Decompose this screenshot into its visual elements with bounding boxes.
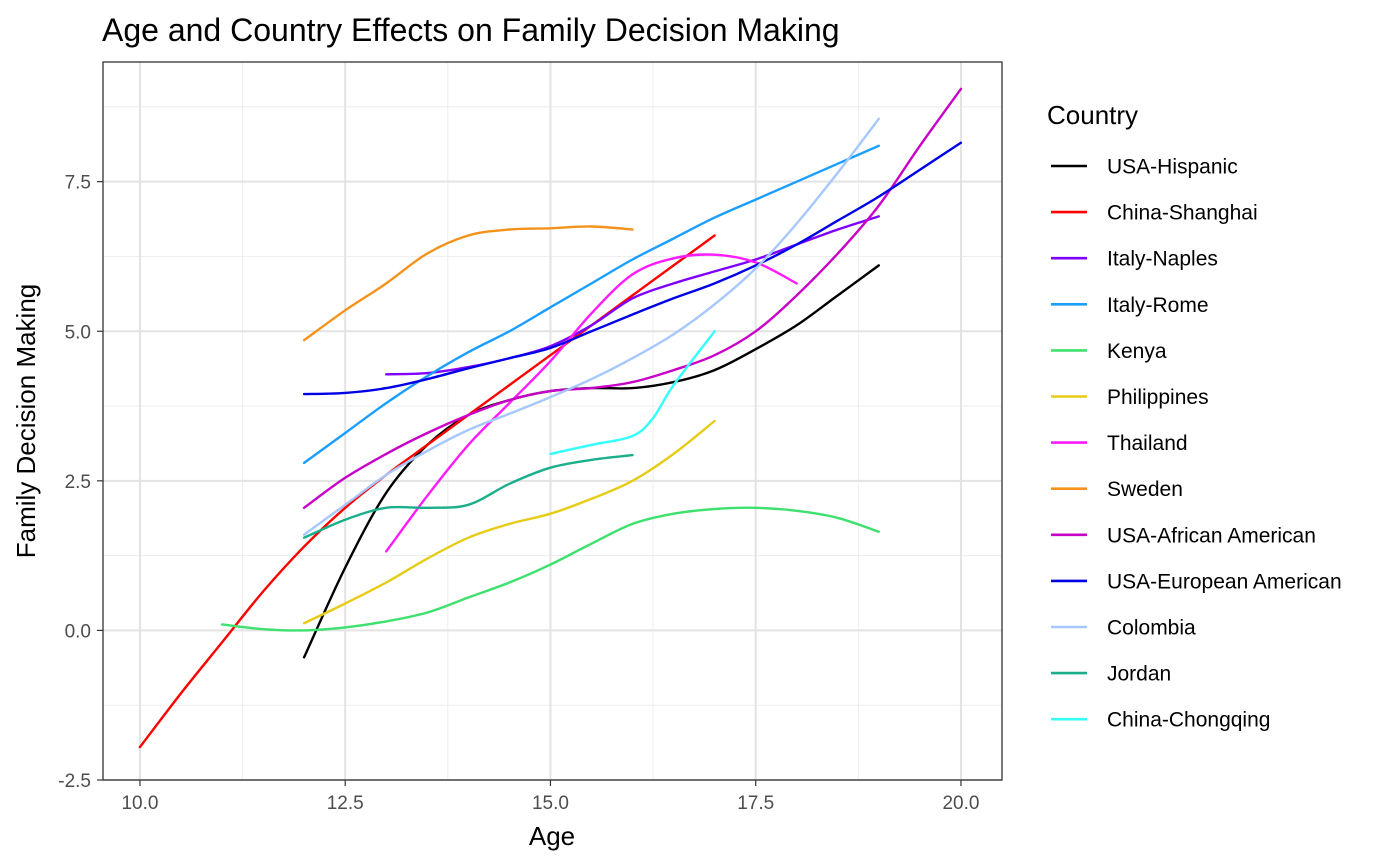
legend-item-philippines: Philippines (1051, 386, 1209, 409)
legend-label: USA-European American (1107, 570, 1342, 593)
x-tick-label: 17.5 (737, 793, 774, 814)
legend-item-colombia: Colombia (1051, 617, 1196, 640)
y-tick-label: 7.5 (65, 173, 91, 194)
legend-label: Kenya (1107, 340, 1167, 363)
legend-item-usa-african-american: USA-African American (1051, 524, 1316, 547)
legend-item-thailand: Thailand (1051, 432, 1188, 455)
legend-label: USA-Hispanic (1107, 156, 1238, 179)
legend-label: Italy-Naples (1107, 248, 1218, 271)
legend-label: USA-African American (1107, 524, 1316, 547)
x-axis: 10.0 12.5 15.0 17.5 20.0 (121, 780, 979, 814)
legend-label: Philippines (1107, 386, 1209, 409)
x-tick-label: 20.0 (942, 793, 979, 814)
legend-item-jordan: Jordan (1051, 663, 1171, 686)
legend-item-sweden: Sweden (1051, 478, 1183, 501)
legend-label: Jordan (1107, 663, 1171, 686)
legend: Country USA-Hispanic China-Shanghai Italy-… (1047, 100, 1342, 732)
x-tick-label: 15.0 (532, 793, 569, 814)
y-tick-label: 5.0 (65, 322, 91, 343)
x-axis-title: Age (529, 821, 575, 851)
legend-label: Thailand (1107, 432, 1188, 455)
legend-label: Colombia (1107, 617, 1196, 640)
plot-border (102, 61, 1003, 781)
legend-item-china-shanghai: China-Shanghai (1051, 202, 1258, 225)
series-line-italy-rome (302, 144, 880, 465)
series-lines (138, 87, 963, 749)
series-line-jordan (302, 453, 634, 539)
legend-item-italy-naples: Italy-Naples (1051, 248, 1218, 271)
y-axis-title: Family Decision Making (11, 284, 41, 559)
y-tick-label: 2.5 (65, 472, 91, 493)
legend-item-usa-european-american: USA-European American (1051, 570, 1342, 593)
series-line-colombia (302, 117, 880, 536)
legend-label: Sweden (1107, 478, 1183, 501)
legend-item-italy-rome: Italy-Rome (1051, 294, 1209, 317)
legend-label: Italy-Rome (1107, 294, 1209, 317)
y-tick-label: 0.0 (65, 621, 91, 642)
chart-title: Age and Country Effects on Family Decisi… (102, 12, 840, 48)
y-axis: -2.5 0.0 2.5 5.0 7.5 (58, 173, 103, 792)
series-line-usa-african-american (302, 87, 963, 509)
legend-item-kenya: Kenya (1051, 340, 1167, 363)
series-line-thailand (385, 253, 798, 553)
grid-major (103, 62, 1002, 781)
x-tick-label: 10.0 (121, 793, 158, 814)
legend-item-usa-hispanic: USA-Hispanic (1051, 156, 1238, 179)
legend-label: China-Shanghai (1107, 202, 1258, 225)
series-line-china-chongqing (549, 330, 716, 456)
legend-item-china-chongqing: China-Chongqing (1051, 709, 1270, 732)
x-tick-label: 12.5 (327, 793, 364, 814)
series-line-sweden (302, 225, 634, 342)
plot-panel (103, 62, 1002, 780)
series-line-philippines (302, 419, 716, 625)
series-line-usa-european-american (302, 141, 963, 396)
legend-label: China-Chongqing (1107, 709, 1270, 732)
y-tick-label: -2.5 (58, 771, 91, 792)
legend-title: Country (1047, 100, 1138, 130)
series-line-kenya (220, 506, 880, 632)
